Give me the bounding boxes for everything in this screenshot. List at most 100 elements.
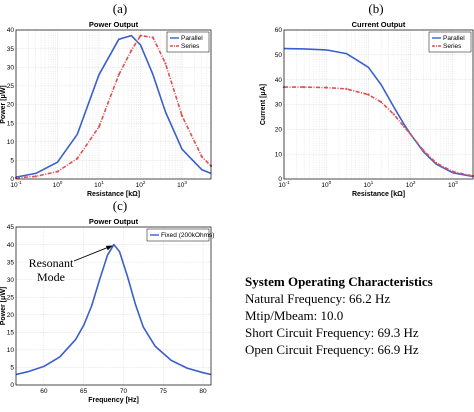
legend-box-b [428, 31, 472, 53]
xtick-label-a: 101 [94, 180, 104, 189]
series-line-a-0 [15, 34, 212, 178]
panel-letter-c: (c) [113, 198, 127, 213]
xtick-label-b: 103 [448, 180, 458, 189]
annotation-arrow-line [73, 246, 111, 262]
series-line-b-0 [283, 47, 474, 178]
ytick-label-c: 20 [7, 312, 15, 319]
chart-a: (a) Power Output 0 5 10 15 20 25 30 35 40 10-1 100 10… [0, 1, 213, 198]
series-line-c-0 [15, 243, 212, 376]
panel-letter-b: (b) [368, 1, 383, 16]
series-point-a-1 [180, 114, 184, 117]
series-point-a-1 [76, 157, 79, 160]
grid-b [283, 29, 474, 180]
xtick-label-a: 102 [136, 180, 146, 189]
plot-frame-b [283, 29, 474, 180]
ytick-label-c: 15 [7, 330, 15, 337]
series-point-b-1 [409, 133, 412, 136]
xtick-label-b: 100 [321, 180, 331, 189]
chart-b: (b) Current Output 0 10 20 30 40 50 60 10-1 100 101… [260, 1, 474, 198]
ytick-label-b: 60 [275, 27, 283, 34]
y-axis-label-a: Power [μW] [0, 85, 7, 124]
grid-c [16, 226, 211, 386]
ytick-label-a: 20 [7, 102, 15, 109]
annotation-arrow-head [105, 245, 113, 251]
ytick-label-c: 30 [7, 277, 15, 284]
ytick-label-c: 35 [7, 259, 15, 266]
xtick-label-a: 10-1 [10, 180, 22, 189]
y-axis-label-c: Power [μW] [0, 287, 7, 326]
annotation-line1: Resonant [29, 256, 74, 270]
ytick-label-a: 25 [7, 83, 15, 90]
xtick-label-a: 103 [177, 180, 187, 189]
chart-title-a: Power Output [89, 20, 139, 29]
series-point-a-1 [164, 62, 167, 65]
legend-label-a-1: Series [181, 43, 200, 50]
natural-frequency-line: Natural Frequency: 66.2 Hz [245, 291, 391, 306]
series-point-b-1 [345, 87, 348, 90]
series-point-b-1 [380, 100, 383, 104]
ytick-label-a: 10 [7, 139, 15, 146]
xtick-label-b: 101 [364, 180, 374, 189]
series-point-a-1 [97, 125, 101, 128]
system-heading: System Operating Characteristics [245, 274, 433, 289]
chart-c: (c) Power Output 0 5 10 15 20 25 30 35 40 45 60 65 70 7… [0, 198, 214, 404]
ytick-label-b: 30 [275, 102, 283, 109]
xtick-label-c: 70 [120, 388, 128, 395]
series-point-b-1 [451, 170, 454, 173]
legend-c: Fixed (200kOhms) [146, 228, 214, 242]
series-point-b-1 [422, 149, 425, 152]
y-axis-label-b: Current [μA] [260, 84, 267, 125]
ytick-label-a: 5 [10, 158, 14, 165]
legend-box-c [146, 228, 210, 242]
series-point-a-1 [56, 170, 59, 173]
series-point-b-1 [303, 86, 306, 89]
short-circuit-frequency-line: Short Circuit Frequency: 69.3 Hz [245, 325, 419, 340]
ytick-label-a: 0 [10, 176, 14, 183]
legend-label-a-0: Parallel [181, 35, 203, 42]
xtick-label-a: 100 [53, 180, 63, 189]
ytick-label-a: 40 [7, 27, 15, 34]
series-point-a-1 [34, 175, 37, 178]
panel-letter-a: (a) [113, 1, 127, 16]
series-point-b-1 [367, 93, 370, 96]
legend-label-b-1: Series [443, 43, 462, 50]
mass-ratio-line: Mtip/Mbeam: 10.0 [245, 308, 344, 323]
series-point-a-1 [151, 36, 155, 39]
ytick-label-c: 5 [10, 365, 14, 372]
ytick-label-b: 0 [278, 176, 282, 183]
plot-frame-a [15, 29, 212, 180]
series-point-b-1 [325, 86, 328, 89]
x-axis-label-c: Frequency [Hz] [88, 397, 139, 404]
legend-label-b-0: Parallel [443, 35, 465, 42]
open-circuit-frequency-line: Open Circuit Frequency: 66.9 Hz [245, 342, 419, 357]
series-point-b-1 [435, 161, 438, 164]
legend-box-a [166, 31, 210, 53]
annotation-line2: Mode [37, 270, 65, 284]
ytick-label-b: 20 [275, 127, 283, 134]
chart-title-b: Current Output [352, 20, 406, 29]
xtick-label-b: 102 [406, 180, 416, 189]
ytick-label-c: 25 [7, 294, 15, 301]
grid-a [15, 29, 212, 180]
x-axis-label-a: Resistance [kΩ] [87, 191, 140, 198]
ytick-label-c: 10 [7, 347, 15, 354]
series-point-a-1 [200, 155, 203, 158]
ytick-label-b: 40 [275, 77, 283, 84]
xtick-label-c: 65 [80, 388, 88, 395]
xtick-label-c: 80 [199, 388, 207, 395]
ytick-label-b: 50 [275, 52, 283, 59]
series-point-b-1 [403, 125, 406, 128]
ytick-label-a: 35 [7, 46, 15, 53]
xtick-label-b: 10-1 [278, 180, 290, 189]
series-point-a-1 [130, 49, 133, 52]
series-point-a-1 [139, 34, 142, 37]
legend-label-c-0: Fixed (200kOhms) [161, 232, 214, 239]
ytick-label-c: 45 [7, 224, 15, 231]
series-point-b-1 [392, 113, 395, 116]
ytick-label-c: 40 [7, 242, 15, 249]
plot-frame-c [15, 226, 212, 386]
ytick-label-a: 15 [7, 120, 15, 127]
